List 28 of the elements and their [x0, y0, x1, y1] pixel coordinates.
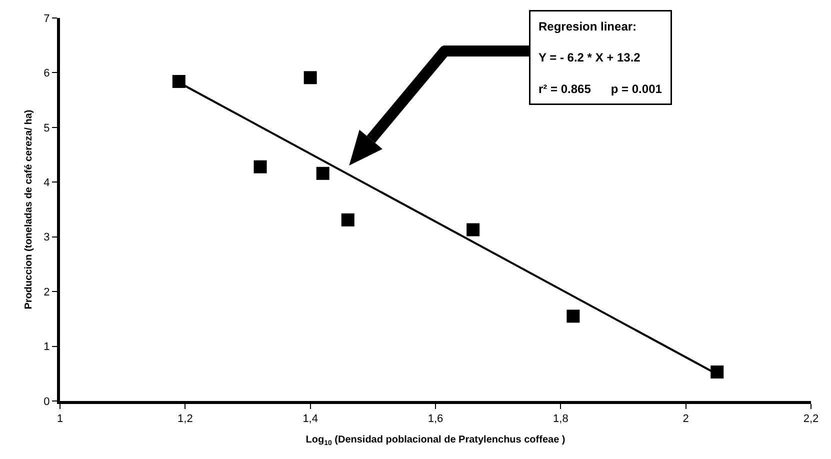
point — [566, 310, 580, 323]
y-axis-title: Produccion (toneladas de café cereza/ ha) — [24, 110, 35, 310]
x-tick-label: 1,4 — [302, 413, 318, 426]
y-tick-label: 3 — [44, 232, 50, 244]
x-tick-label: 2 — [682, 413, 689, 426]
annotation: r² = 0.865 p = 0.001 — [538, 82, 662, 96]
point — [710, 366, 724, 378]
y-tick-label: 6 — [44, 68, 50, 80]
y-tick-label: 5 — [44, 122, 50, 134]
y-tick-label: 1 — [44, 341, 50, 354]
annotation: Regresion linear: — [538, 20, 637, 34]
point — [172, 74, 186, 88]
x-tick-label: 1 — [56, 413, 64, 426]
point — [254, 160, 267, 174]
x-axis-title: Log$_{10}$ (Densidad poblacional de Pratylenchus coffeae ) — [306, 434, 566, 447]
x-tick-label: 1,2 — [178, 413, 193, 426]
point — [466, 223, 480, 236]
x-tick-label: 1,8 — [553, 413, 568, 426]
x-tick-label: 2,2 — [803, 413, 819, 426]
y-tick-label: 4 — [44, 176, 50, 189]
point — [341, 213, 354, 226]
point — [316, 166, 330, 180]
point — [304, 71, 317, 84]
y-tick-label: 0 — [44, 396, 50, 408]
annotation: Y = - 6.2 * X + 13.2 — [538, 50, 641, 65]
y-tick-label: 2 — [44, 286, 50, 298]
x-tick-label: 1,6 — [428, 413, 444, 426]
y-tick-label: 7 — [44, 12, 50, 25]
